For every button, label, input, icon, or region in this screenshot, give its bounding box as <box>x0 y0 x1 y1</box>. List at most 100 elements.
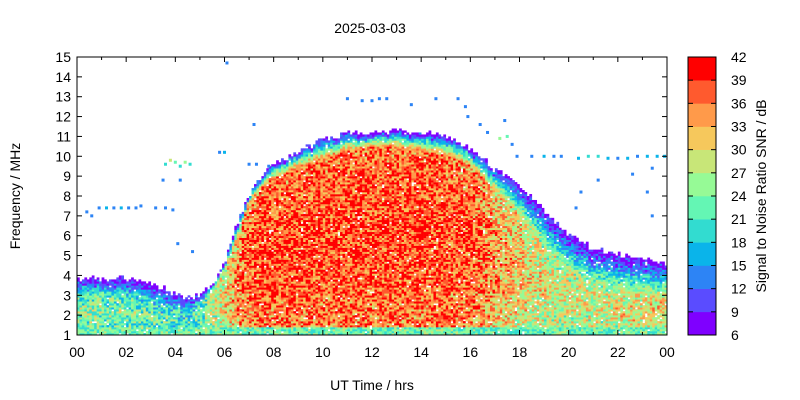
heatmap-cell <box>266 259 270 262</box>
heatmap-cell <box>246 221 250 225</box>
heatmap-cell <box>204 323 208 326</box>
heatmap-cell <box>278 327 282 330</box>
heatmap-cell <box>77 305 80 308</box>
heatmap-cell <box>315 180 319 183</box>
heatmap-cell <box>249 267 252 270</box>
heatmap-cell <box>244 249 247 252</box>
heatmap-cell <box>239 319 243 322</box>
heatmap-cell <box>89 299 93 302</box>
heatmap-cell <box>325 313 329 316</box>
heatmap-cell <box>224 321 228 324</box>
heatmap-cell <box>224 333 228 336</box>
heatmap-cell <box>283 267 287 270</box>
heatmap-cell <box>261 281 265 284</box>
heatmap-cell <box>283 182 287 185</box>
heatmap-cell <box>140 331 144 334</box>
heatmap-cell <box>172 299 176 302</box>
heatmap-cell <box>79 331 83 334</box>
heatmap-cell <box>254 271 257 274</box>
heatmap-cell <box>263 211 267 215</box>
heatmap-cell <box>266 221 270 225</box>
heatmap-cell <box>249 283 252 286</box>
heatmap-cell <box>197 311 201 314</box>
heatmap-cell <box>86 297 90 300</box>
heatmap-cell <box>236 321 240 324</box>
heatmap-cell <box>256 263 260 266</box>
heatmap-cell <box>325 219 329 223</box>
heatmap-cell <box>290 267 294 270</box>
heatmap-cell <box>256 180 260 183</box>
heatmap-cell <box>106 329 110 332</box>
heatmap-cell <box>229 251 233 254</box>
heatmap-cell <box>96 293 100 296</box>
heatmap-cell <box>295 291 299 294</box>
heatmap-cell <box>330 297 333 300</box>
heatmap-cell <box>281 329 284 332</box>
heatmap-cell <box>273 253 277 256</box>
heatmap-cell <box>310 227 314 231</box>
heatmap-cell <box>148 301 152 304</box>
heatmap-cell <box>158 327 161 330</box>
heatmap-cell <box>303 184 306 187</box>
heatmap-cell <box>251 233 255 237</box>
heatmap-cell <box>234 245 238 248</box>
heatmap-cell <box>229 271 233 274</box>
heatmap-cell <box>315 203 319 207</box>
heatmap-cell <box>303 283 306 286</box>
heatmap-cell <box>285 201 289 205</box>
heatmap-cell <box>145 283 149 286</box>
heatmap-cell <box>175 303 179 306</box>
heatmap-cell <box>241 261 245 264</box>
heatmap-cell <box>288 221 292 225</box>
heatmap-cell <box>249 229 252 233</box>
heatmap-cell <box>276 279 279 282</box>
heatmap-cell <box>239 253 243 256</box>
heatmap-cell <box>155 311 159 314</box>
heatmap-cell <box>288 273 292 276</box>
heatmap-cell <box>263 205 267 209</box>
heatmap-cell <box>268 283 272 286</box>
heatmap-cell <box>143 323 147 326</box>
heatmap-cell <box>256 251 260 254</box>
heatmap-cell <box>226 303 230 306</box>
heatmap-cell <box>295 205 299 209</box>
heatmap-cell <box>96 287 100 290</box>
heatmap-cell <box>180 299 184 302</box>
heatmap-cell <box>300 156 304 159</box>
heatmap-cell <box>229 285 233 288</box>
heatmap-cell <box>330 323 333 326</box>
heatmap-cell <box>320 323 324 326</box>
heatmap-cell <box>254 259 257 262</box>
heatmap-cell <box>327 194 331 197</box>
heatmap-cell <box>268 227 272 231</box>
heatmap-cell <box>254 196 257 199</box>
heatmap-cell <box>305 209 309 213</box>
heatmap-cell <box>320 239 324 242</box>
heatmap-cell <box>317 144 321 147</box>
heatmap-cell <box>111 323 115 326</box>
heatmap-cell <box>263 190 267 193</box>
heatmap-cell <box>224 293 228 296</box>
heatmap-cell <box>330 213 333 217</box>
heatmap-cell <box>325 321 329 324</box>
heatmap-cell <box>268 196 272 199</box>
heatmap-cell <box>111 321 115 324</box>
heatmap-cell <box>177 307 181 310</box>
heatmap-cell <box>325 209 329 213</box>
heatmap-cell <box>278 194 282 197</box>
heatmap-cell <box>163 287 166 290</box>
heatmap-cell <box>290 197 294 201</box>
heatmap-cell <box>293 253 297 256</box>
heatmap-cell <box>305 229 309 233</box>
heatmap-cell <box>160 291 164 294</box>
heatmap-cell <box>305 255 309 258</box>
heatmap-cell <box>317 162 321 165</box>
heatmap-cell <box>281 166 284 169</box>
heatmap-cell <box>261 279 265 282</box>
heatmap-cell <box>172 325 176 328</box>
heatmap-cell <box>258 186 262 189</box>
heatmap-cell <box>266 237 270 240</box>
heatmap-cell <box>308 190 311 193</box>
heatmap-cell <box>224 265 228 268</box>
heatmap-cell <box>172 295 176 298</box>
